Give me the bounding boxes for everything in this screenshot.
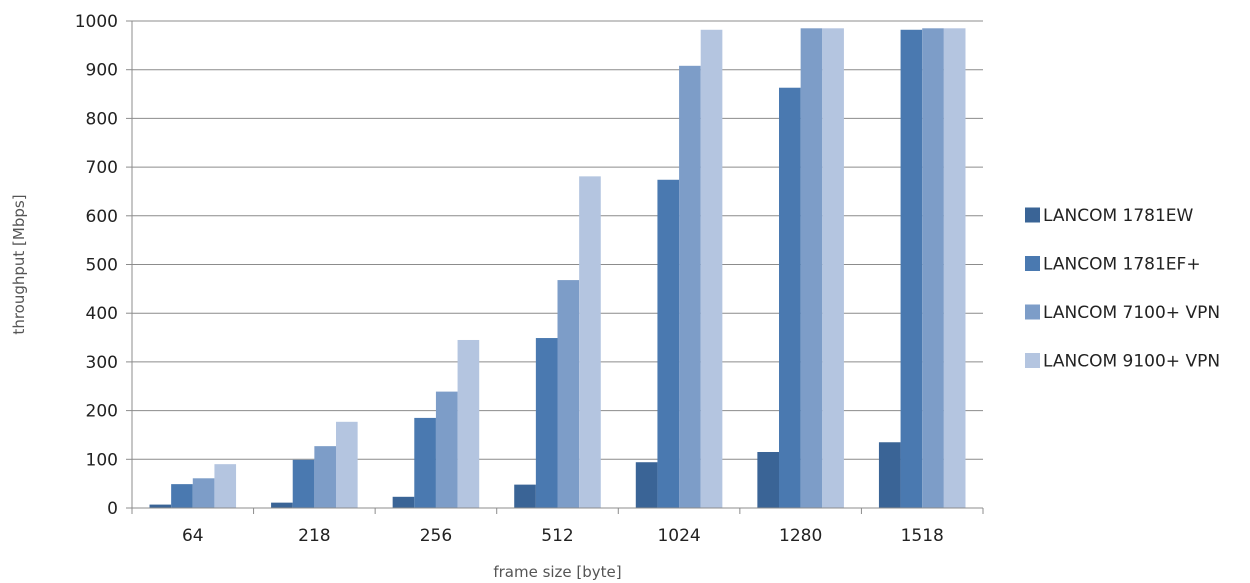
x-tick-label: 218 bbox=[298, 526, 330, 546]
y-tick-label: 600 bbox=[86, 207, 118, 227]
bar-lancom-9100-vpn-218 bbox=[335, 421, 358, 508]
bar-lancom-9100-vpn-1024 bbox=[700, 29, 723, 509]
bar-lancom-1781ef--1280 bbox=[779, 87, 801, 509]
y-tick-label: 400 bbox=[86, 304, 118, 324]
legend-swatch bbox=[1025, 207, 1040, 223]
bar-lancom-9100-vpn-1518 bbox=[943, 28, 966, 509]
bar-lancom-1781ef--512 bbox=[535, 338, 558, 508]
y-tick-labels: 0 100 200 300 400 500 600 700 800 900 1000 bbox=[75, 12, 118, 519]
y-axis-title: throughput [Mbps] bbox=[10, 194, 28, 334]
bar-lancom-1781ew-218 bbox=[271, 502, 293, 508]
bar-lancom-1781ew-1518 bbox=[878, 442, 901, 508]
bar-lancom-9100-vpn-1280 bbox=[822, 28, 844, 509]
legend-label: LANCOM 7100+ VPN bbox=[1043, 303, 1220, 323]
axes bbox=[126, 20, 984, 514]
bar-lancom-7100-vpn-512 bbox=[557, 280, 580, 508]
bar-lancom-1781ef--256 bbox=[414, 417, 436, 508]
x-tick-label: 64 bbox=[182, 526, 204, 546]
bar-lancom-7100-vpn-256 bbox=[435, 391, 458, 508]
y-tick-label: 500 bbox=[86, 256, 118, 276]
bar-lancom-1781ew-512 bbox=[514, 484, 536, 508]
x-tick-label: 256 bbox=[420, 526, 452, 546]
y-tick-label: 100 bbox=[86, 450, 118, 470]
bar-lancom-1781ew-256 bbox=[392, 496, 415, 508]
bars bbox=[149, 28, 966, 509]
bar-lancom-1781ef--1024 bbox=[657, 179, 680, 508]
legend-swatch bbox=[1025, 304, 1040, 320]
bar-lancom-7100-vpn-1024 bbox=[679, 65, 701, 508]
legend: LANCOM 1781EW LANCOM 1781EF+ LANCOM 7100+ … bbox=[1025, 206, 1220, 372]
bar-lancom-7100-vpn-1280 bbox=[800, 28, 823, 509]
legend-swatch bbox=[1025, 256, 1040, 271]
y-tick-label: 0 bbox=[107, 499, 118, 519]
bar-lancom-1781ef--218 bbox=[292, 459, 315, 508]
x-tick-label: 512 bbox=[541, 526, 573, 546]
y-tick-label: 1000 bbox=[75, 12, 118, 32]
bar-lancom-9100-vpn-256 bbox=[457, 339, 480, 508]
bar-lancom-1781ew-1280 bbox=[757, 451, 780, 508]
y-tick-label: 200 bbox=[86, 402, 118, 422]
gridlines bbox=[132, 20, 983, 460]
bar-lancom-9100-vpn-512 bbox=[579, 176, 601, 508]
x-tick-label: 1518 bbox=[901, 526, 944, 546]
y-tick-label: 300 bbox=[86, 353, 118, 373]
x-axis-title: frame size [byte] bbox=[493, 563, 621, 581]
x-tick-label: 1280 bbox=[779, 526, 822, 546]
x-tick-label: 1024 bbox=[657, 526, 700, 546]
legend-label: LANCOM 1781EF+ bbox=[1043, 255, 1201, 275]
y-tick-label: 800 bbox=[86, 109, 118, 129]
y-tick-label: 900 bbox=[86, 61, 118, 81]
legend-label: LANCOM 1781EW bbox=[1043, 206, 1194, 226]
legend-swatch bbox=[1025, 353, 1040, 368]
bar-lancom-7100-vpn-218 bbox=[314, 446, 336, 508]
bar-lancom-1781ef--64 bbox=[171, 484, 193, 508]
bar-lancom-9100-vpn-64 bbox=[214, 464, 237, 508]
bar-lancom-7100-vpn-1518 bbox=[922, 28, 944, 509]
bar-lancom-7100-vpn-64 bbox=[192, 478, 215, 508]
bar-lancom-1781ef--1518 bbox=[900, 29, 923, 509]
y-tick-label: 700 bbox=[86, 158, 118, 178]
bar-lancom-1781ew-64 bbox=[149, 504, 172, 508]
bar-lancom-1781ew-1024 bbox=[635, 462, 658, 508]
legend-label: LANCOM 9100+ VPN bbox=[1043, 352, 1220, 372]
x-tick-labels: 64 218 256 512 1024 1280 1518 bbox=[182, 526, 944, 546]
